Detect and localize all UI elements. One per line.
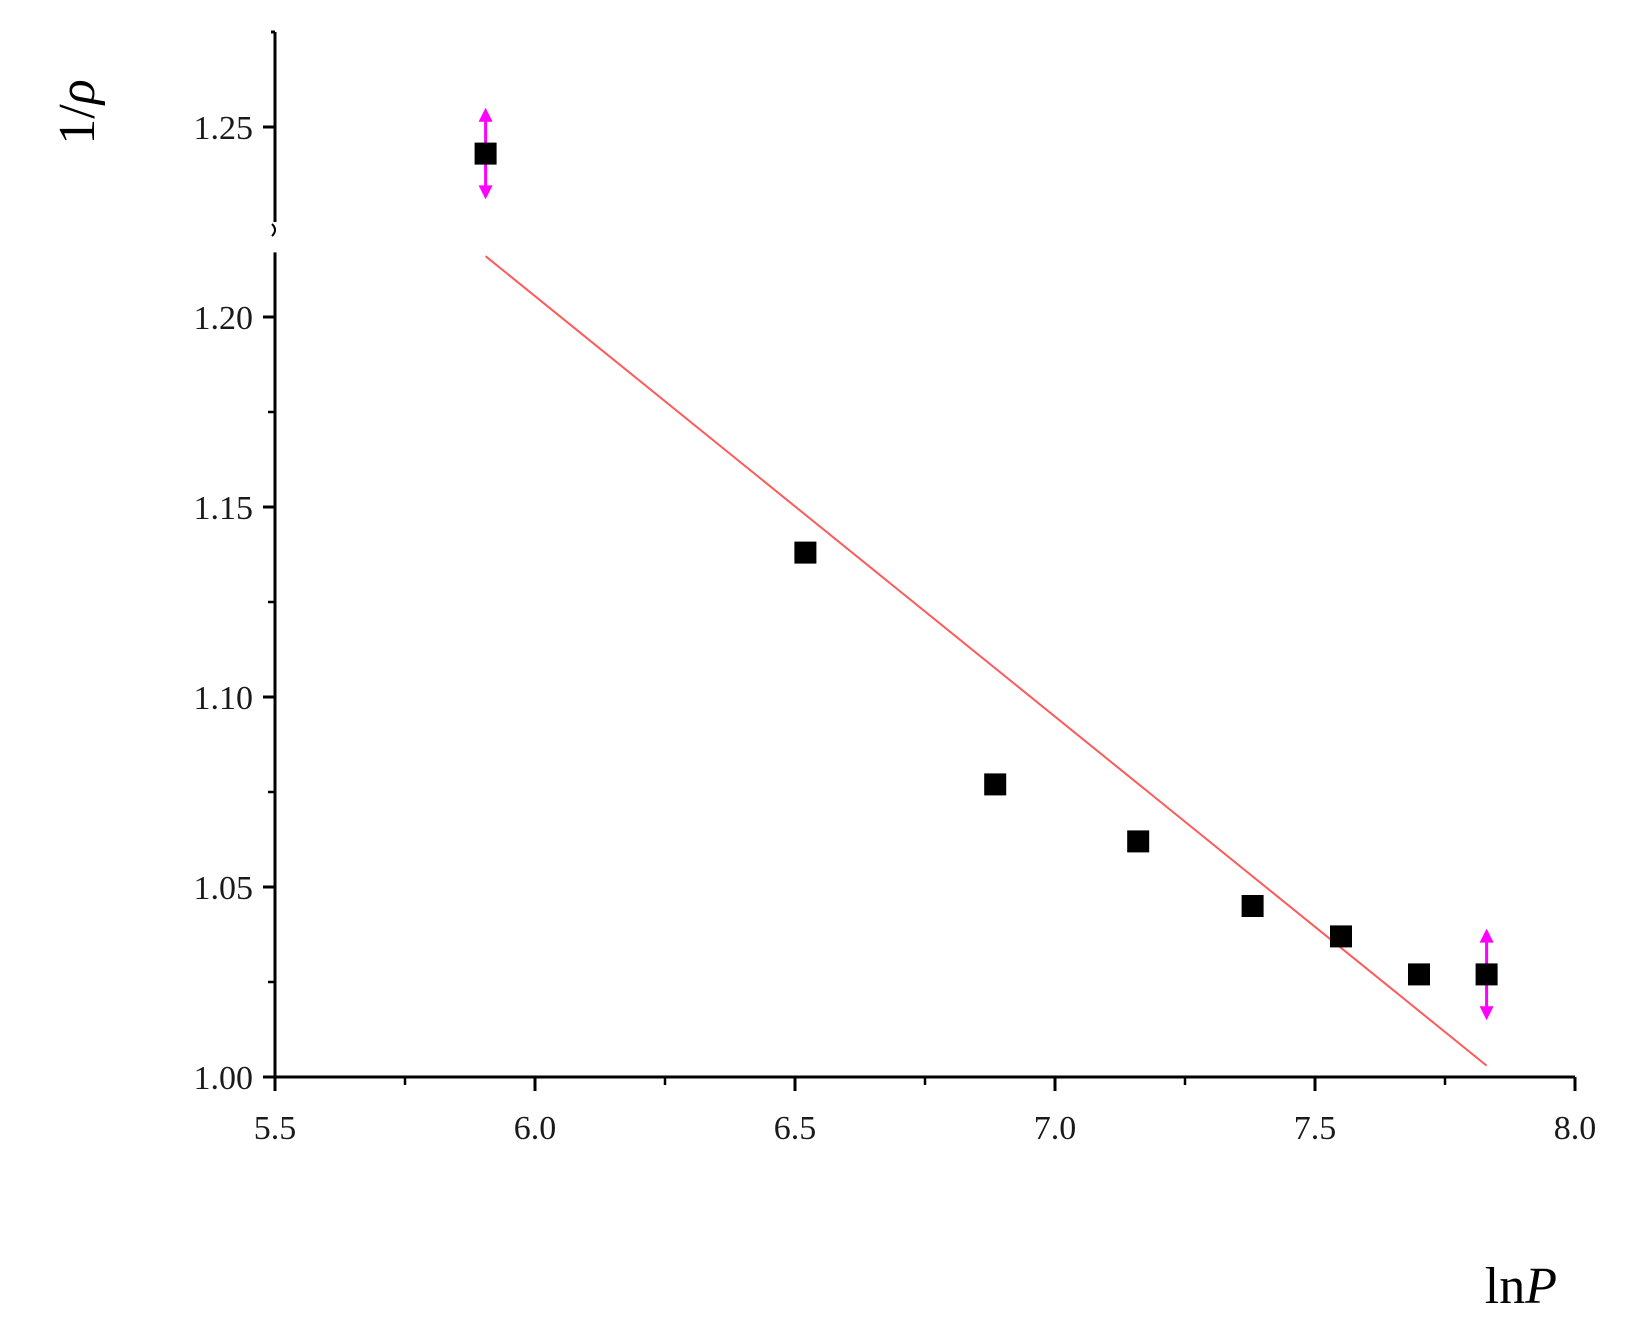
y-axis-break-mark	[271, 223, 276, 237]
y-tick-label: 1.10	[194, 680, 254, 717]
fit-line-group	[484, 255, 1488, 1067]
y-axis-label: 1/ρ	[49, 79, 106, 144]
data-point	[1330, 925, 1352, 948]
error-bar-arrow-up	[1479, 928, 1494, 943]
x-axis: 5.5 6.0 6.5 7.0 7.5 8.0	[254, 1075, 1597, 1147]
data-point	[1241, 895, 1264, 917]
y-axis: 1.00 1.05 1.10 1.15 1.20 1.25	[194, 30, 277, 1097]
data-points	[474, 142, 1498, 986]
fit-line	[484, 255, 1488, 1067]
x-tick-label: 6.5	[774, 1110, 817, 1147]
x-tick-label: 6.0	[514, 1110, 557, 1147]
error-bar-arrow-down	[478, 185, 493, 200]
data-point	[984, 773, 1007, 796]
x-tick-label: 5.5	[254, 1110, 297, 1147]
data-point	[1475, 963, 1498, 986]
data-point	[1408, 963, 1430, 986]
error-bar-arrow-down	[1479, 1006, 1494, 1021]
y-tick-label: 1.25	[194, 110, 254, 147]
error-bar-arrow-up	[478, 107, 493, 122]
y-tick-label: 1.05	[194, 870, 254, 907]
data-point	[794, 541, 817, 564]
x-tick-label: 8.0	[1554, 1110, 1597, 1147]
error-bars	[478, 107, 1494, 1021]
data-point	[474, 142, 497, 165]
data-point	[1127, 830, 1150, 853]
x-axis-label: lnP	[1485, 1258, 1557, 1315]
x-tick-label: 7.5	[1294, 1110, 1337, 1147]
y-tick-label: 1.00	[194, 1060, 254, 1097]
y-tick-label: 1.15	[194, 490, 254, 527]
x-tick-label: 7.0	[1034, 1110, 1077, 1147]
y-tick-label: 1.20	[194, 300, 254, 337]
